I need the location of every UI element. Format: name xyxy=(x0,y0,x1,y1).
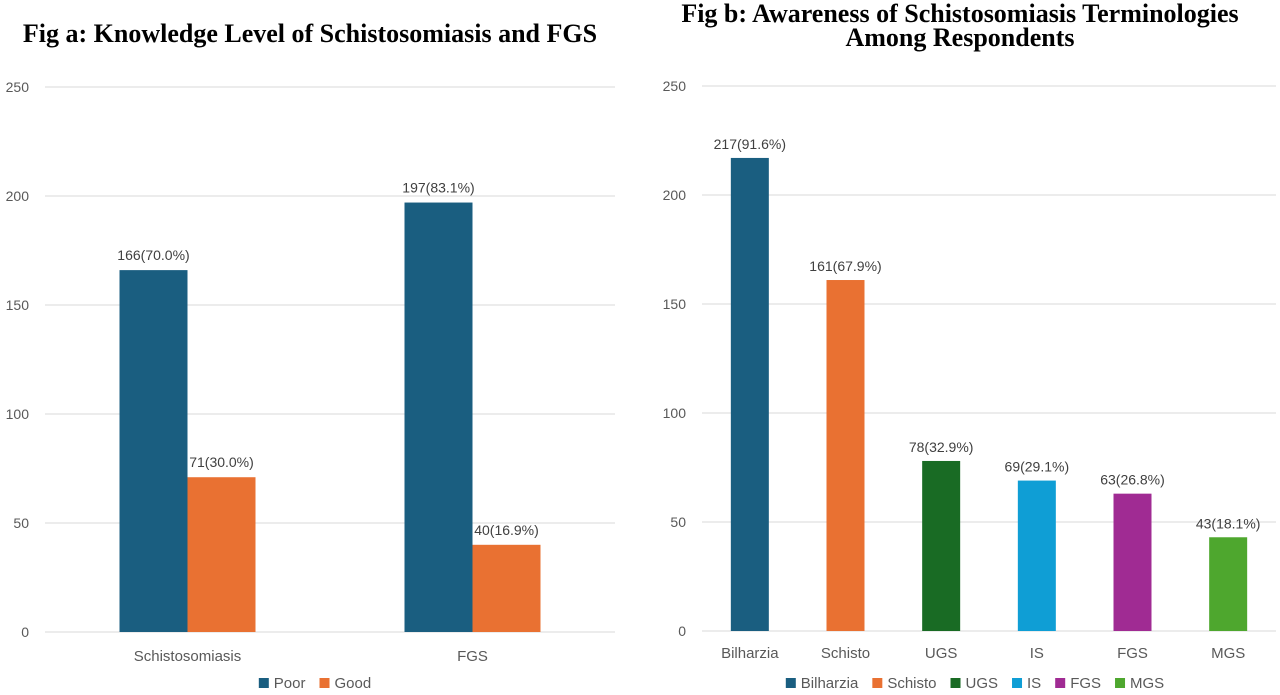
chart-b-legend-swatch xyxy=(785,678,796,688)
chart-a-x-tick-label: FGS xyxy=(457,648,488,665)
chart-a-legend-swatch xyxy=(258,678,269,688)
chart-b-title: Fig b: Awareness of Schistosomiasis Term… xyxy=(640,0,1280,52)
chart-b-legend-swatch xyxy=(1115,678,1126,688)
chart-b-data-label: 161(67.9%) xyxy=(809,258,881,274)
chart-b: 0 50 100 150 200 250 217(91.6%) Bilharzia 161(67… xyxy=(663,78,1276,692)
chart-b-legend-swatch xyxy=(950,678,961,688)
chart-b-legend-swatch xyxy=(872,678,883,688)
chart-a-y-tick-label: 150 xyxy=(6,297,30,313)
chart-b-bar xyxy=(730,157,769,631)
chart-b-x-tick-label: Bilharzia xyxy=(721,645,779,662)
chart-b-legend-label: FGS xyxy=(1070,675,1101,692)
chart-b-bar xyxy=(1017,480,1056,631)
chart-b-y-tick-label: 0 xyxy=(678,623,686,639)
chart-a-x-tick-label: Schistosomiasis xyxy=(134,648,242,665)
chart-b-title-line-1: Fig b: Awareness of Schistosomiasis Term… xyxy=(681,0,1239,28)
chart-a: 0 50 100 150 200 250 166(70.0%) 71(30.0%) Schist… xyxy=(6,79,615,692)
chart-a-y-tick-label: 250 xyxy=(6,79,30,95)
chart-b-data-label: 63(26.8%) xyxy=(1100,472,1165,488)
chart-a-bar xyxy=(119,270,188,632)
chart-a-y-tick-label: 100 xyxy=(6,406,30,422)
chart-b-y-tick-label: 200 xyxy=(663,187,687,203)
chart-b-legend-label: IS xyxy=(1027,675,1041,692)
chart-a-y-tick-label: 50 xyxy=(13,515,29,531)
chart-a-data-label: 40(16.9%) xyxy=(474,522,539,538)
chart-a-legend-swatch xyxy=(319,678,330,688)
chart-b-legend-label: UGS xyxy=(966,675,999,692)
chart-b-x-tick-label: Schisto xyxy=(821,645,870,662)
chart-b-data-label: 78(32.9%) xyxy=(909,439,974,455)
chart-b-bar xyxy=(922,460,961,631)
chart-b-x-tick-label: MGS xyxy=(1211,645,1245,662)
chart-b-legend-swatch xyxy=(1055,678,1066,688)
chart-a-y-tick-label: 0 xyxy=(21,624,29,640)
chart-b-legend-label: MGS xyxy=(1130,675,1164,692)
chart-b-y-tick-label: 150 xyxy=(663,296,687,312)
chart-a-bar xyxy=(472,544,541,632)
chart-b-x-tick-label: IS xyxy=(1030,645,1044,662)
chart-a-legend-label: Good xyxy=(334,675,371,692)
chart-b-x-tick-label: UGS xyxy=(925,645,958,662)
chart-b-title-line-2: Among Respondents xyxy=(845,23,1075,52)
chart-b-data-label: 69(29.1%) xyxy=(1005,459,1070,475)
chart-a-data-label: 197(83.1%) xyxy=(402,180,474,196)
chart-b-data-label: 43(18.1%) xyxy=(1196,515,1261,531)
chart-b-bar xyxy=(826,280,865,631)
chart-b-y-tick-label: 50 xyxy=(670,514,686,530)
chart-a-bar xyxy=(187,477,256,632)
chart-a-y-tick-label: 200 xyxy=(6,188,30,204)
chart-b-bar xyxy=(1209,537,1248,631)
chart-a-title: Fig a: Knowledge Level of Schistosomiasi… xyxy=(22,19,598,48)
chart-b-bar xyxy=(1113,493,1152,631)
chart-b-y-tick-label: 100 xyxy=(663,405,687,421)
chart-b-data-label: 217(91.6%) xyxy=(714,136,786,152)
chart-b-x-tick-label: FGS xyxy=(1117,645,1148,662)
chart-b-legend-label: Schisto xyxy=(887,675,936,692)
chart-b-legend-label: Bilharzia xyxy=(801,675,859,692)
chart-a-data-label: 166(70.0%) xyxy=(117,247,189,263)
chart-a-data-label: 71(30.0%) xyxy=(189,454,254,470)
chart-b-legend-swatch xyxy=(1012,678,1023,688)
chart-a-bar xyxy=(404,202,473,633)
chart-b-y-tick-label: 250 xyxy=(663,78,687,94)
chart-a-legend-label: Poor xyxy=(274,675,306,692)
